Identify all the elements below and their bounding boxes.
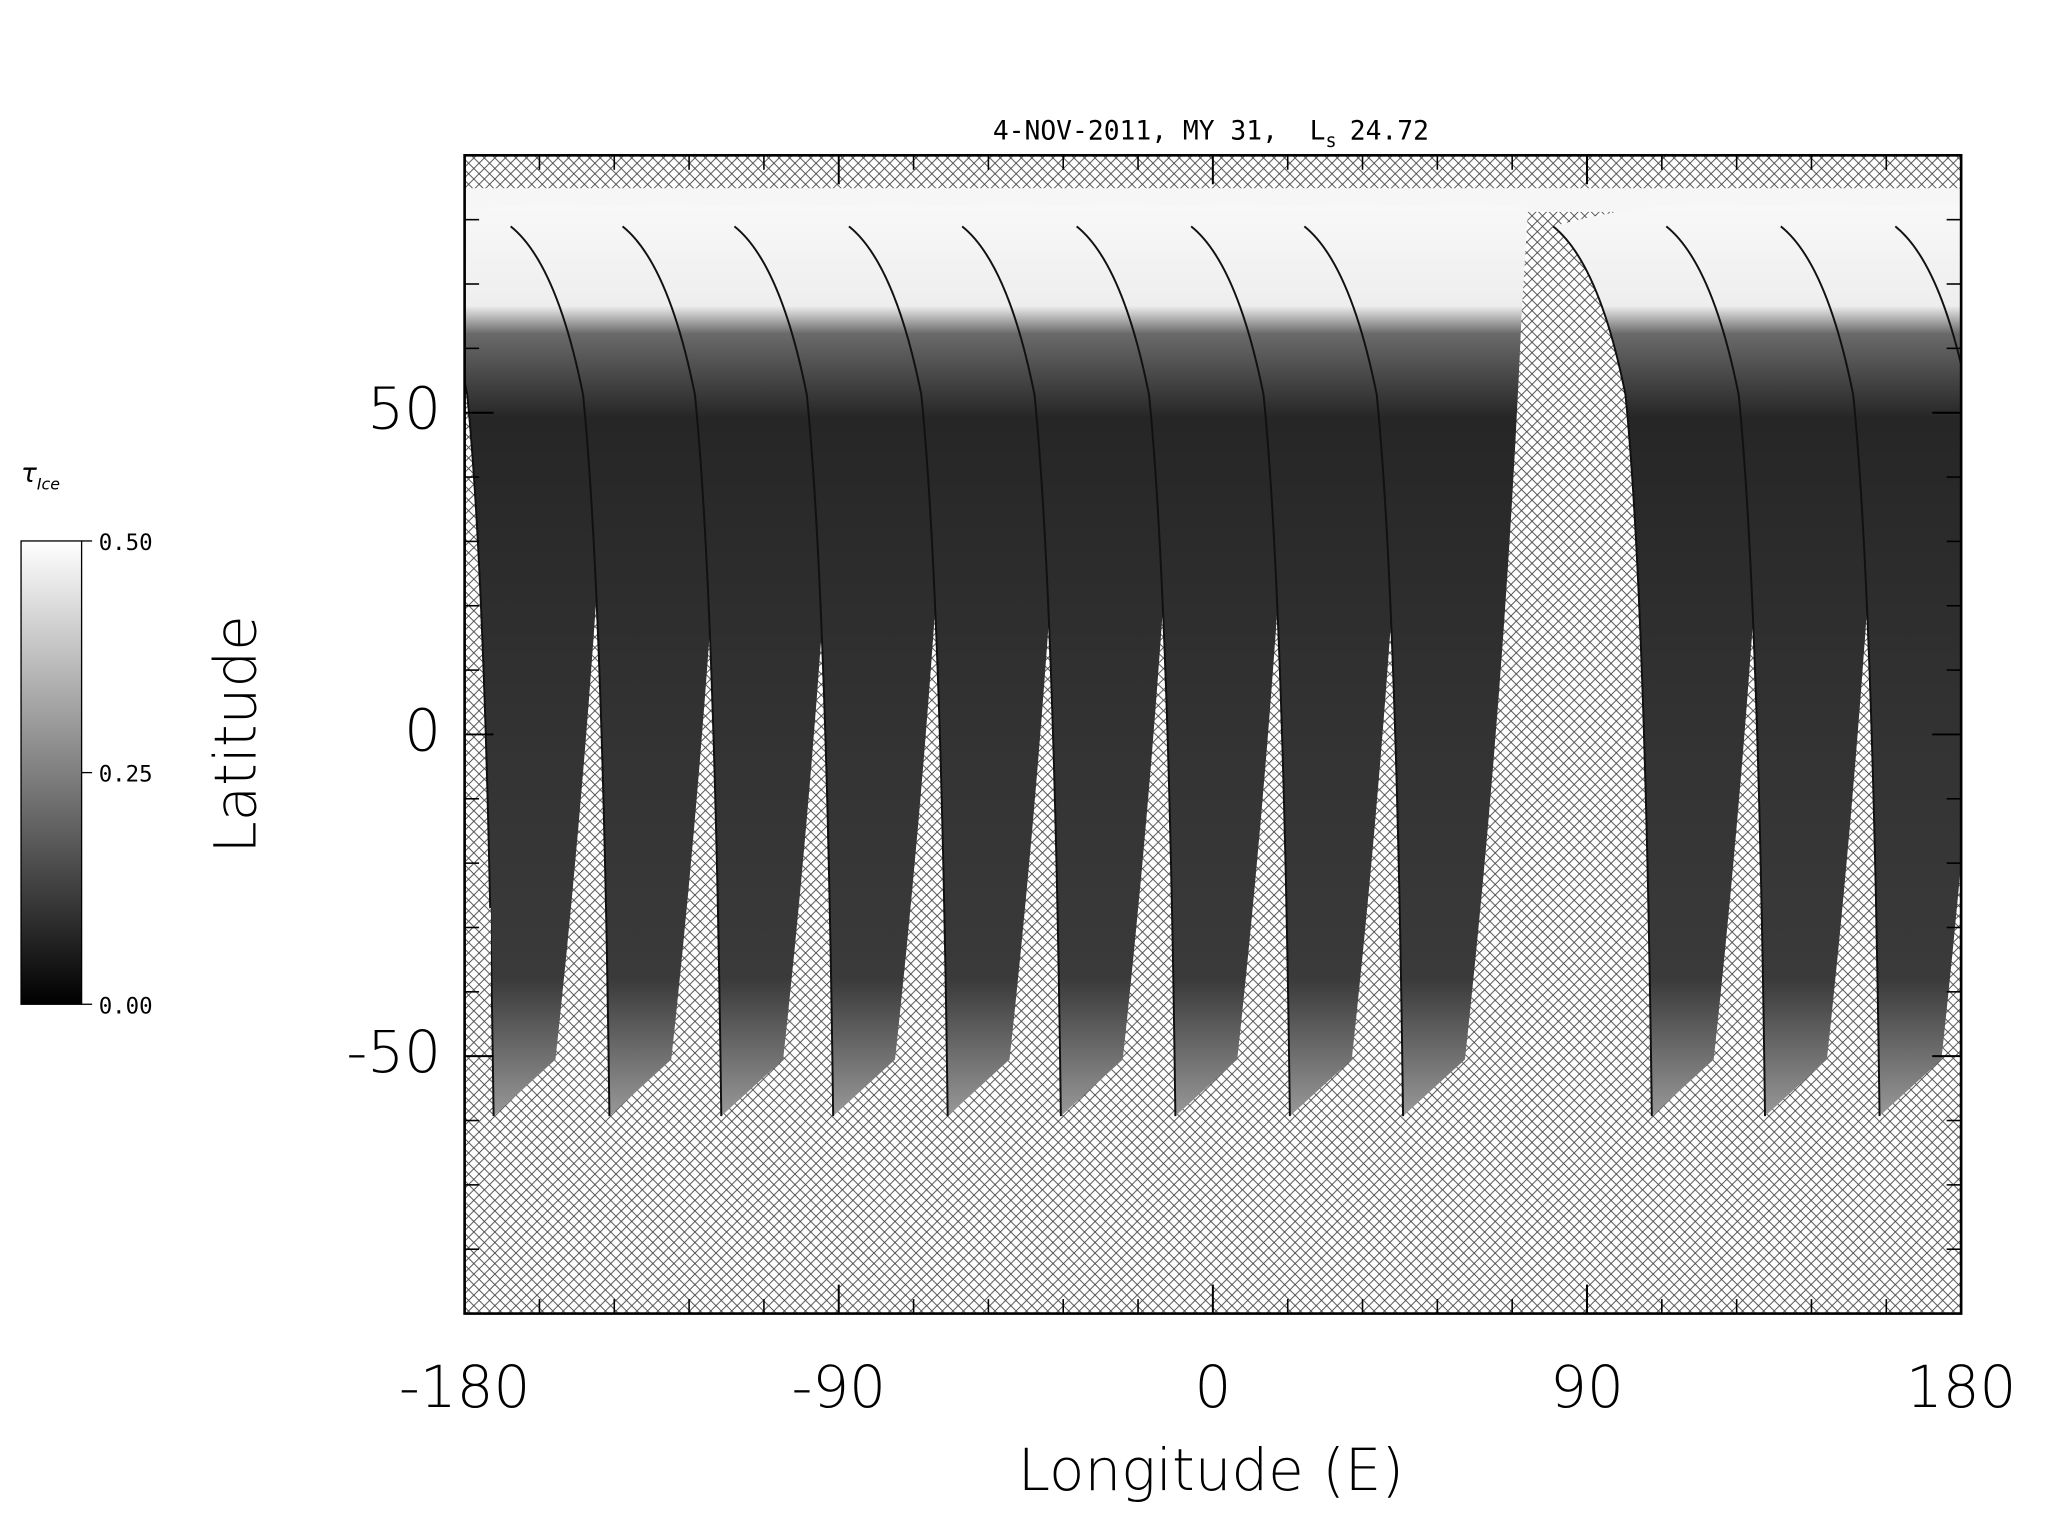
swath [1076, 204, 1301, 1117]
swath [622, 204, 847, 1117]
x-tick-label: -180 [399, 1353, 530, 1421]
colorbar-label: τIce [21, 458, 60, 493]
swath [1895, 211, 1962, 365]
swath [464, 204, 619, 1117]
swaths [464, 188, 1962, 1119]
title-text: 4-NOV-2011, MY 31, L [993, 116, 1326, 146]
y-tick-label: 0 [404, 696, 441, 764]
x-tick-label: 90 [1550, 1353, 1624, 1421]
swath [1666, 204, 1891, 1117]
colorbar-subscript: Ice [37, 474, 60, 493]
swath-edge [1665, 225, 1767, 1117]
swath-edge [848, 225, 949, 1117]
polar-band [464, 188, 1962, 212]
y-tick-label: -50 [346, 1018, 441, 1086]
swath [1553, 204, 1777, 1117]
swath-edge [464, 377, 495, 1117]
swath-edge [621, 225, 723, 1117]
colorbar-tick-label: 0.50 [99, 530, 153, 556]
swath-edge [961, 225, 1062, 1117]
swath-edge [1894, 225, 1962, 370]
swath [962, 204, 1186, 1117]
colorbar-tick-label: 0.00 [99, 993, 153, 1019]
colorbar [20, 540, 83, 1005]
x-tick-label: 0 [1194, 1353, 1231, 1421]
swath-edge [1780, 225, 1881, 1117]
x-tick-label: 180 [1906, 1353, 2017, 1421]
chart-title: 4-NOV-2011, MY 31, Ls 24.72 [993, 116, 1429, 152]
swath-edge [1076, 225, 1177, 1117]
title-subscript: s [1325, 131, 1336, 152]
swath [1780, 204, 1962, 1117]
swath-edge [1303, 225, 1405, 1117]
swath [734, 204, 959, 1117]
swath [1191, 204, 1415, 1117]
colorbar-tick-label: 0.25 [99, 762, 153, 788]
title-value: 24.72 [1350, 116, 1429, 146]
x-axis-label: Longitude (E) [1018, 1436, 1404, 1504]
colorbar-symbol: τ [21, 458, 37, 488]
y-tick-label: 50 [367, 375, 441, 443]
swath-edge [1552, 225, 1653, 1117]
swath [848, 204, 1073, 1117]
swath-edge [1190, 225, 1291, 1117]
hatch-gap [464, 908, 491, 1119]
x-tick-label: -90 [791, 1353, 886, 1421]
y-axis-label: Latitude [202, 615, 270, 853]
swath [510, 204, 735, 1117]
swath [1304, 204, 1529, 1117]
swath-edge [733, 225, 835, 1117]
swath-edge [510, 225, 611, 1117]
